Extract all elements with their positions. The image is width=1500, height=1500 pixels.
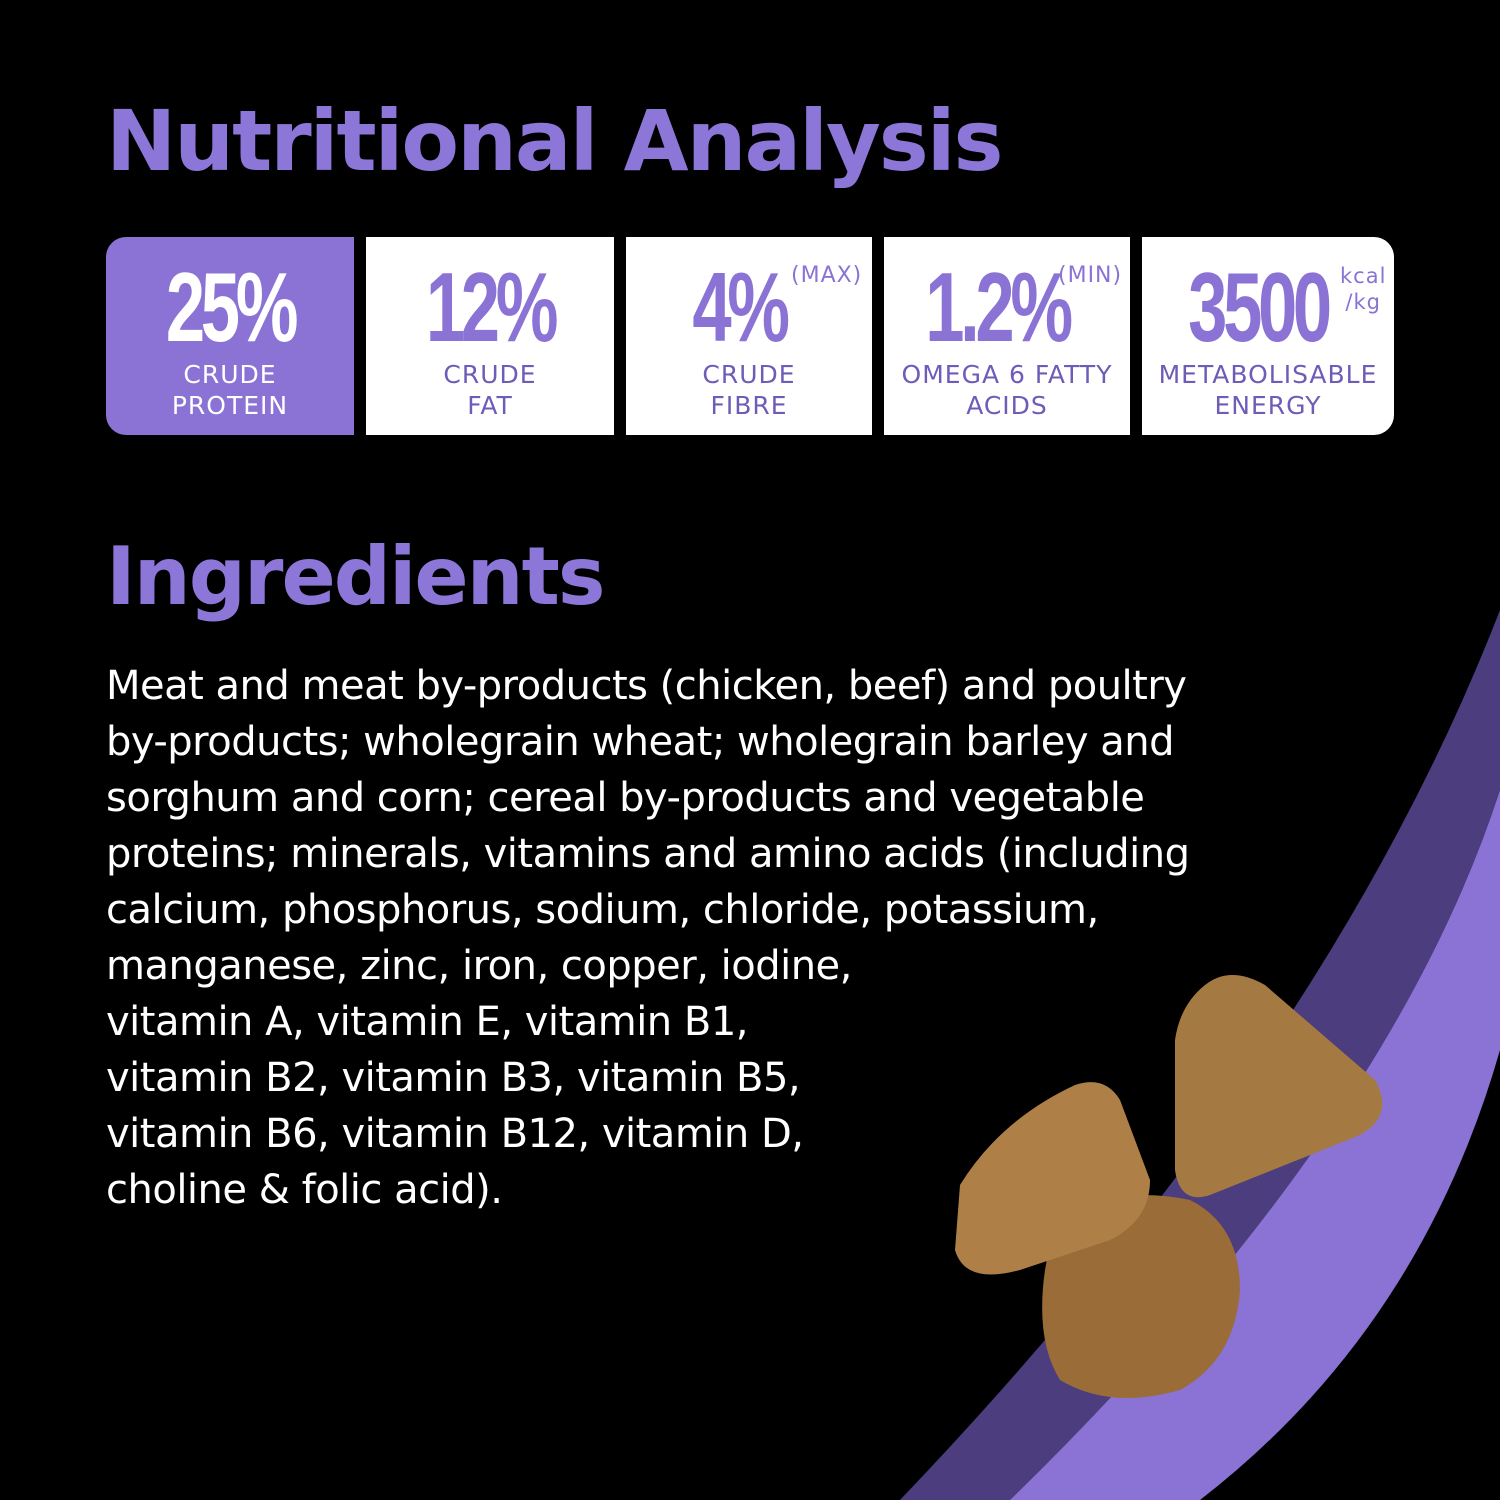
nutrition-label: CRUDE PROTEIN bbox=[171, 360, 289, 420]
ingredients-line: proteins; minerals, vitamins and amino a… bbox=[106, 831, 1190, 877]
ingredients-line: by-products; wholegrain wheat; wholegrai… bbox=[106, 719, 1175, 765]
kibble-image bbox=[955, 975, 1383, 1398]
nutrition-cards: 25% CRUDE PROTEIN 12% CRUDE FAT 4% (MAX) C… bbox=[106, 237, 1394, 435]
ingredients-line: vitamin B2, vitamin B3, vitamin B5, bbox=[106, 1055, 801, 1101]
ingredients-line: sorghum and corn; cereal by-products and… bbox=[106, 775, 1145, 821]
ingredients-line: manganese, zinc, iron, copper, iodine, bbox=[106, 943, 852, 989]
nutrition-qualifier: kcal/kg bbox=[1340, 264, 1387, 314]
ingredients-line: vitamin B6, vitamin B12, vitamin D, bbox=[106, 1111, 804, 1157]
nutrition-qualifier: (MIN) bbox=[1058, 263, 1123, 288]
nutrition-qualifier: (MAX) bbox=[791, 263, 863, 288]
nutrition-value: 4% bbox=[692, 252, 790, 362]
nutrition-label: CRUDE FAT bbox=[443, 360, 537, 420]
ingredients-heading: Ingredients bbox=[106, 530, 605, 623]
nutrition-card-omega6: 1.2% (MIN) OMEGA 6 FATTY ACIDS bbox=[884, 237, 1130, 435]
ingredients-line: vitamin A, vitamin E, vitamin B1, bbox=[106, 999, 748, 1045]
ingredients-line: Meat and meat by-products (chicken, beef… bbox=[106, 663, 1187, 709]
nutritional-analysis-heading: Nutritional Analysis bbox=[106, 92, 1003, 190]
nutrition-value: 12% bbox=[425, 252, 559, 362]
nutrition-card-energy: 3500 kcal/kg METABOLISABLE ENERGY bbox=[1142, 237, 1394, 435]
swoosh-light-band bbox=[1010, 790, 1500, 1500]
ingredients-text: Meat and meat by-products (chicken, beef… bbox=[106, 658, 1190, 1218]
nutrition-label: CRUDE FIBRE bbox=[702, 360, 796, 420]
ingredients-line: calcium, phosphorus, sodium, chloride, p… bbox=[106, 887, 1099, 933]
nutrition-value: 25% bbox=[165, 252, 299, 362]
nutrition-value: 1.2% bbox=[925, 252, 1073, 362]
ingredients-line: choline & folic acid). bbox=[106, 1167, 503, 1213]
nutrition-card-fibre: 4% (MAX) CRUDE FIBRE bbox=[626, 237, 872, 435]
nutrition-label: OMEGA 6 FATTY ACIDS bbox=[901, 360, 1113, 420]
nutrition-value: 3500 bbox=[1188, 252, 1332, 362]
nutrition-card-fat: 12% CRUDE FAT bbox=[366, 237, 614, 435]
nutrition-label: METABOLISABLE ENERGY bbox=[1158, 360, 1378, 420]
nutrition-card-protein: 25% CRUDE PROTEIN bbox=[106, 237, 354, 435]
